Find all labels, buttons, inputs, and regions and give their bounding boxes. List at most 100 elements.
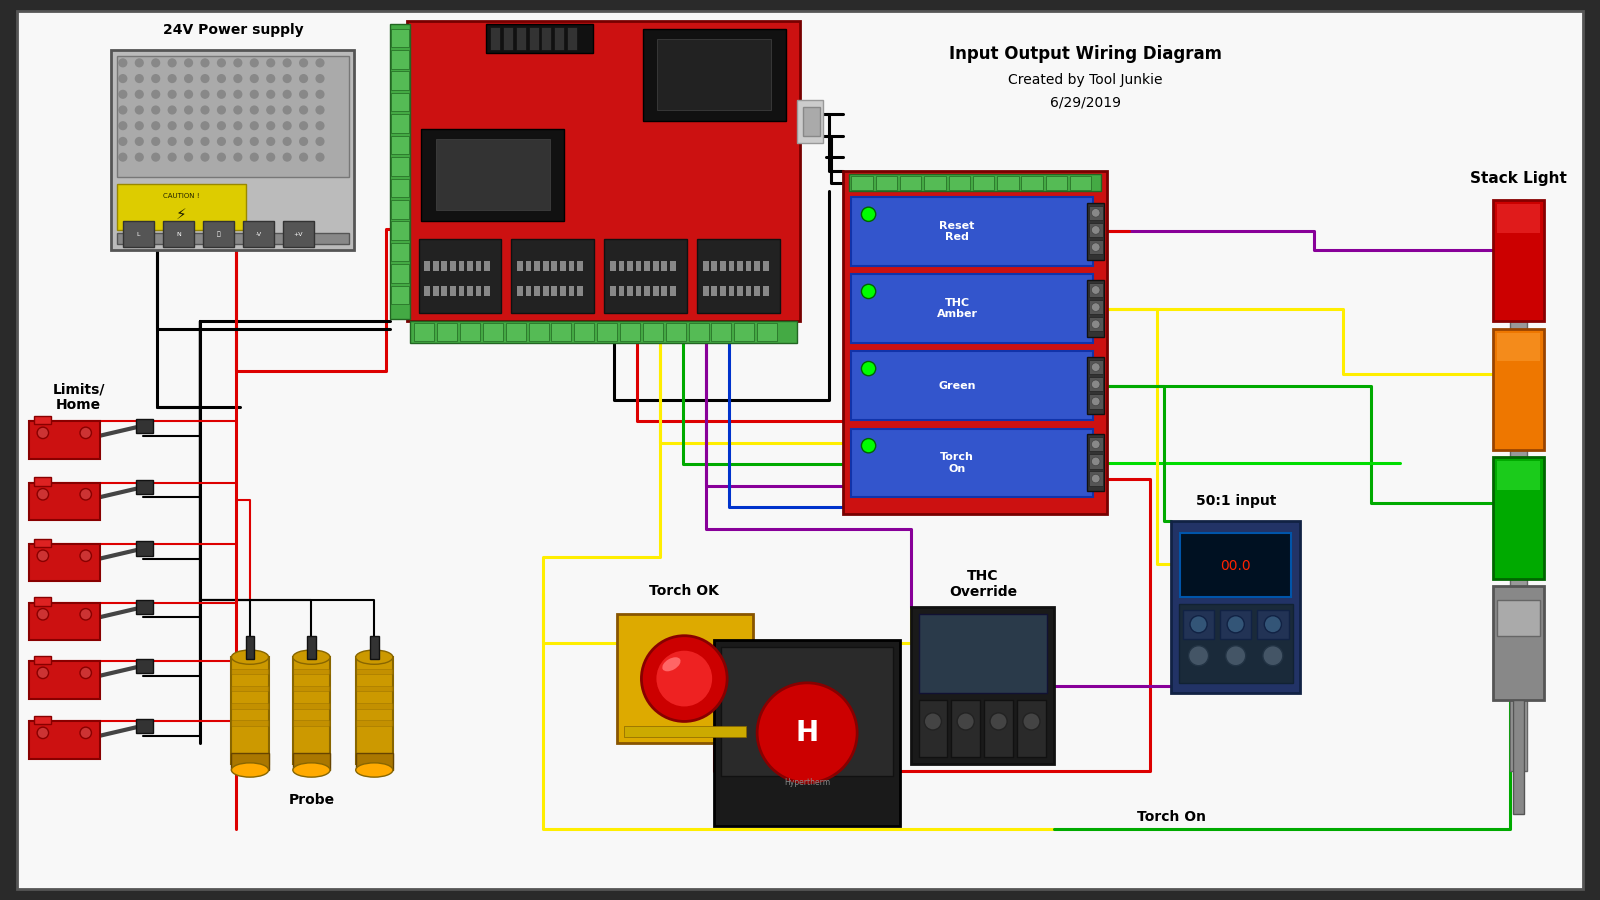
Bar	[392, 221, 408, 240]
Circle shape	[266, 74, 275, 83]
Bar	[627, 261, 634, 272]
Circle shape	[315, 74, 325, 83]
Ellipse shape	[232, 650, 269, 664]
Bar	[1088, 472, 1102, 486]
Bar	[605, 238, 686, 313]
Bar	[754, 261, 760, 272]
Bar	[163, 221, 194, 248]
Bar	[528, 27, 539, 50]
Bar	[392, 200, 408, 219]
Circle shape	[218, 105, 226, 114]
Bar	[1088, 317, 1102, 331]
Bar	[293, 657, 330, 764]
Bar	[851, 197, 1093, 266]
Bar	[712, 323, 731, 341]
Bar	[712, 285, 717, 296]
Bar	[355, 686, 394, 691]
Circle shape	[184, 153, 194, 162]
Bar	[918, 700, 947, 757]
Bar	[34, 656, 51, 664]
Circle shape	[118, 58, 128, 68]
Text: CAUTION !: CAUTION !	[163, 193, 200, 199]
Circle shape	[266, 153, 275, 162]
Bar	[392, 178, 408, 197]
Bar	[1498, 333, 1539, 362]
Circle shape	[266, 90, 275, 99]
Bar	[912, 608, 1054, 764]
Bar	[560, 285, 566, 296]
Bar	[424, 285, 430, 296]
Bar	[848, 175, 1101, 192]
Text: L: L	[138, 232, 141, 237]
Text: Torch On: Torch On	[1138, 810, 1206, 824]
Bar	[554, 27, 565, 50]
Bar	[485, 285, 490, 296]
Circle shape	[218, 137, 226, 146]
Circle shape	[168, 74, 176, 83]
Bar	[232, 753, 269, 770]
Bar	[136, 659, 154, 673]
Bar	[232, 657, 269, 764]
Bar	[1182, 610, 1214, 639]
Bar	[925, 176, 946, 190]
Circle shape	[250, 153, 259, 162]
Bar	[434, 285, 438, 296]
Bar	[653, 261, 659, 272]
Bar	[1088, 240, 1102, 255]
Bar	[421, 129, 565, 221]
Bar	[560, 261, 566, 272]
Circle shape	[150, 74, 160, 83]
Bar	[475, 261, 482, 272]
Circle shape	[299, 122, 309, 130]
Circle shape	[1091, 457, 1101, 465]
Bar	[283, 221, 314, 248]
Bar	[552, 261, 557, 272]
Bar	[136, 542, 154, 555]
Bar	[542, 261, 549, 272]
Circle shape	[218, 122, 226, 130]
Circle shape	[266, 105, 275, 114]
Bar	[459, 285, 464, 296]
Bar	[293, 720, 330, 725]
Bar	[720, 285, 726, 296]
Bar	[566, 27, 578, 50]
Bar	[434, 261, 438, 272]
Text: Torch
On: Torch On	[941, 452, 974, 473]
Circle shape	[150, 153, 160, 162]
Bar	[390, 24, 410, 319]
Bar	[355, 703, 394, 708]
Circle shape	[168, 105, 176, 114]
Bar	[534, 261, 541, 272]
Circle shape	[1022, 713, 1040, 730]
Bar	[442, 261, 446, 272]
Bar	[568, 285, 574, 296]
Bar	[442, 285, 446, 296]
Bar	[29, 544, 99, 581]
Bar	[136, 418, 154, 433]
Circle shape	[250, 105, 259, 114]
Circle shape	[118, 137, 128, 146]
Circle shape	[37, 727, 48, 739]
Circle shape	[150, 122, 160, 130]
Bar	[450, 285, 456, 296]
Circle shape	[200, 90, 210, 99]
Bar	[552, 285, 557, 296]
Circle shape	[990, 713, 1006, 730]
Bar	[517, 261, 523, 272]
Bar	[246, 635, 254, 659]
Bar	[450, 261, 456, 272]
Circle shape	[118, 90, 128, 99]
Bar	[1086, 435, 1104, 491]
Circle shape	[200, 153, 210, 162]
Circle shape	[200, 122, 210, 130]
Circle shape	[118, 74, 128, 83]
Bar	[136, 480, 154, 494]
Bar	[653, 285, 659, 296]
Bar	[526, 285, 531, 296]
Circle shape	[234, 105, 243, 114]
Bar	[1221, 610, 1251, 639]
Bar	[763, 261, 768, 272]
Bar	[738, 261, 742, 272]
Bar	[1493, 457, 1544, 579]
Bar	[485, 261, 490, 272]
